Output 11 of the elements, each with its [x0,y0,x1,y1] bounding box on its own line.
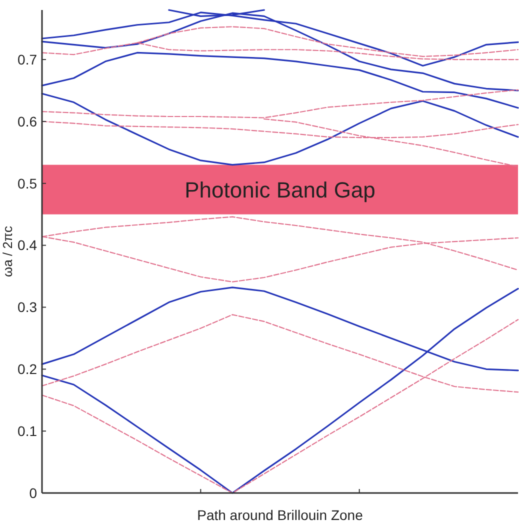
y-tick-label: 0.3 [18,299,38,316]
y-tick-label: 0.4 [18,237,38,254]
y-tick-label: 0.7 [18,51,38,68]
y-tick-label: 0 [29,484,38,501]
y-tick-label: 0.6 [18,113,38,130]
x-axis-title: Path around Brillouin Zone [197,507,364,523]
y-tick-label: 0.1 [18,422,38,439]
band-label: Photonic Band Gap [184,177,376,202]
y-tick-label: 0.2 [18,361,38,378]
y-axis-title: ωa / 2πc [0,226,15,277]
y-tick-label: 0.5 [18,175,38,192]
